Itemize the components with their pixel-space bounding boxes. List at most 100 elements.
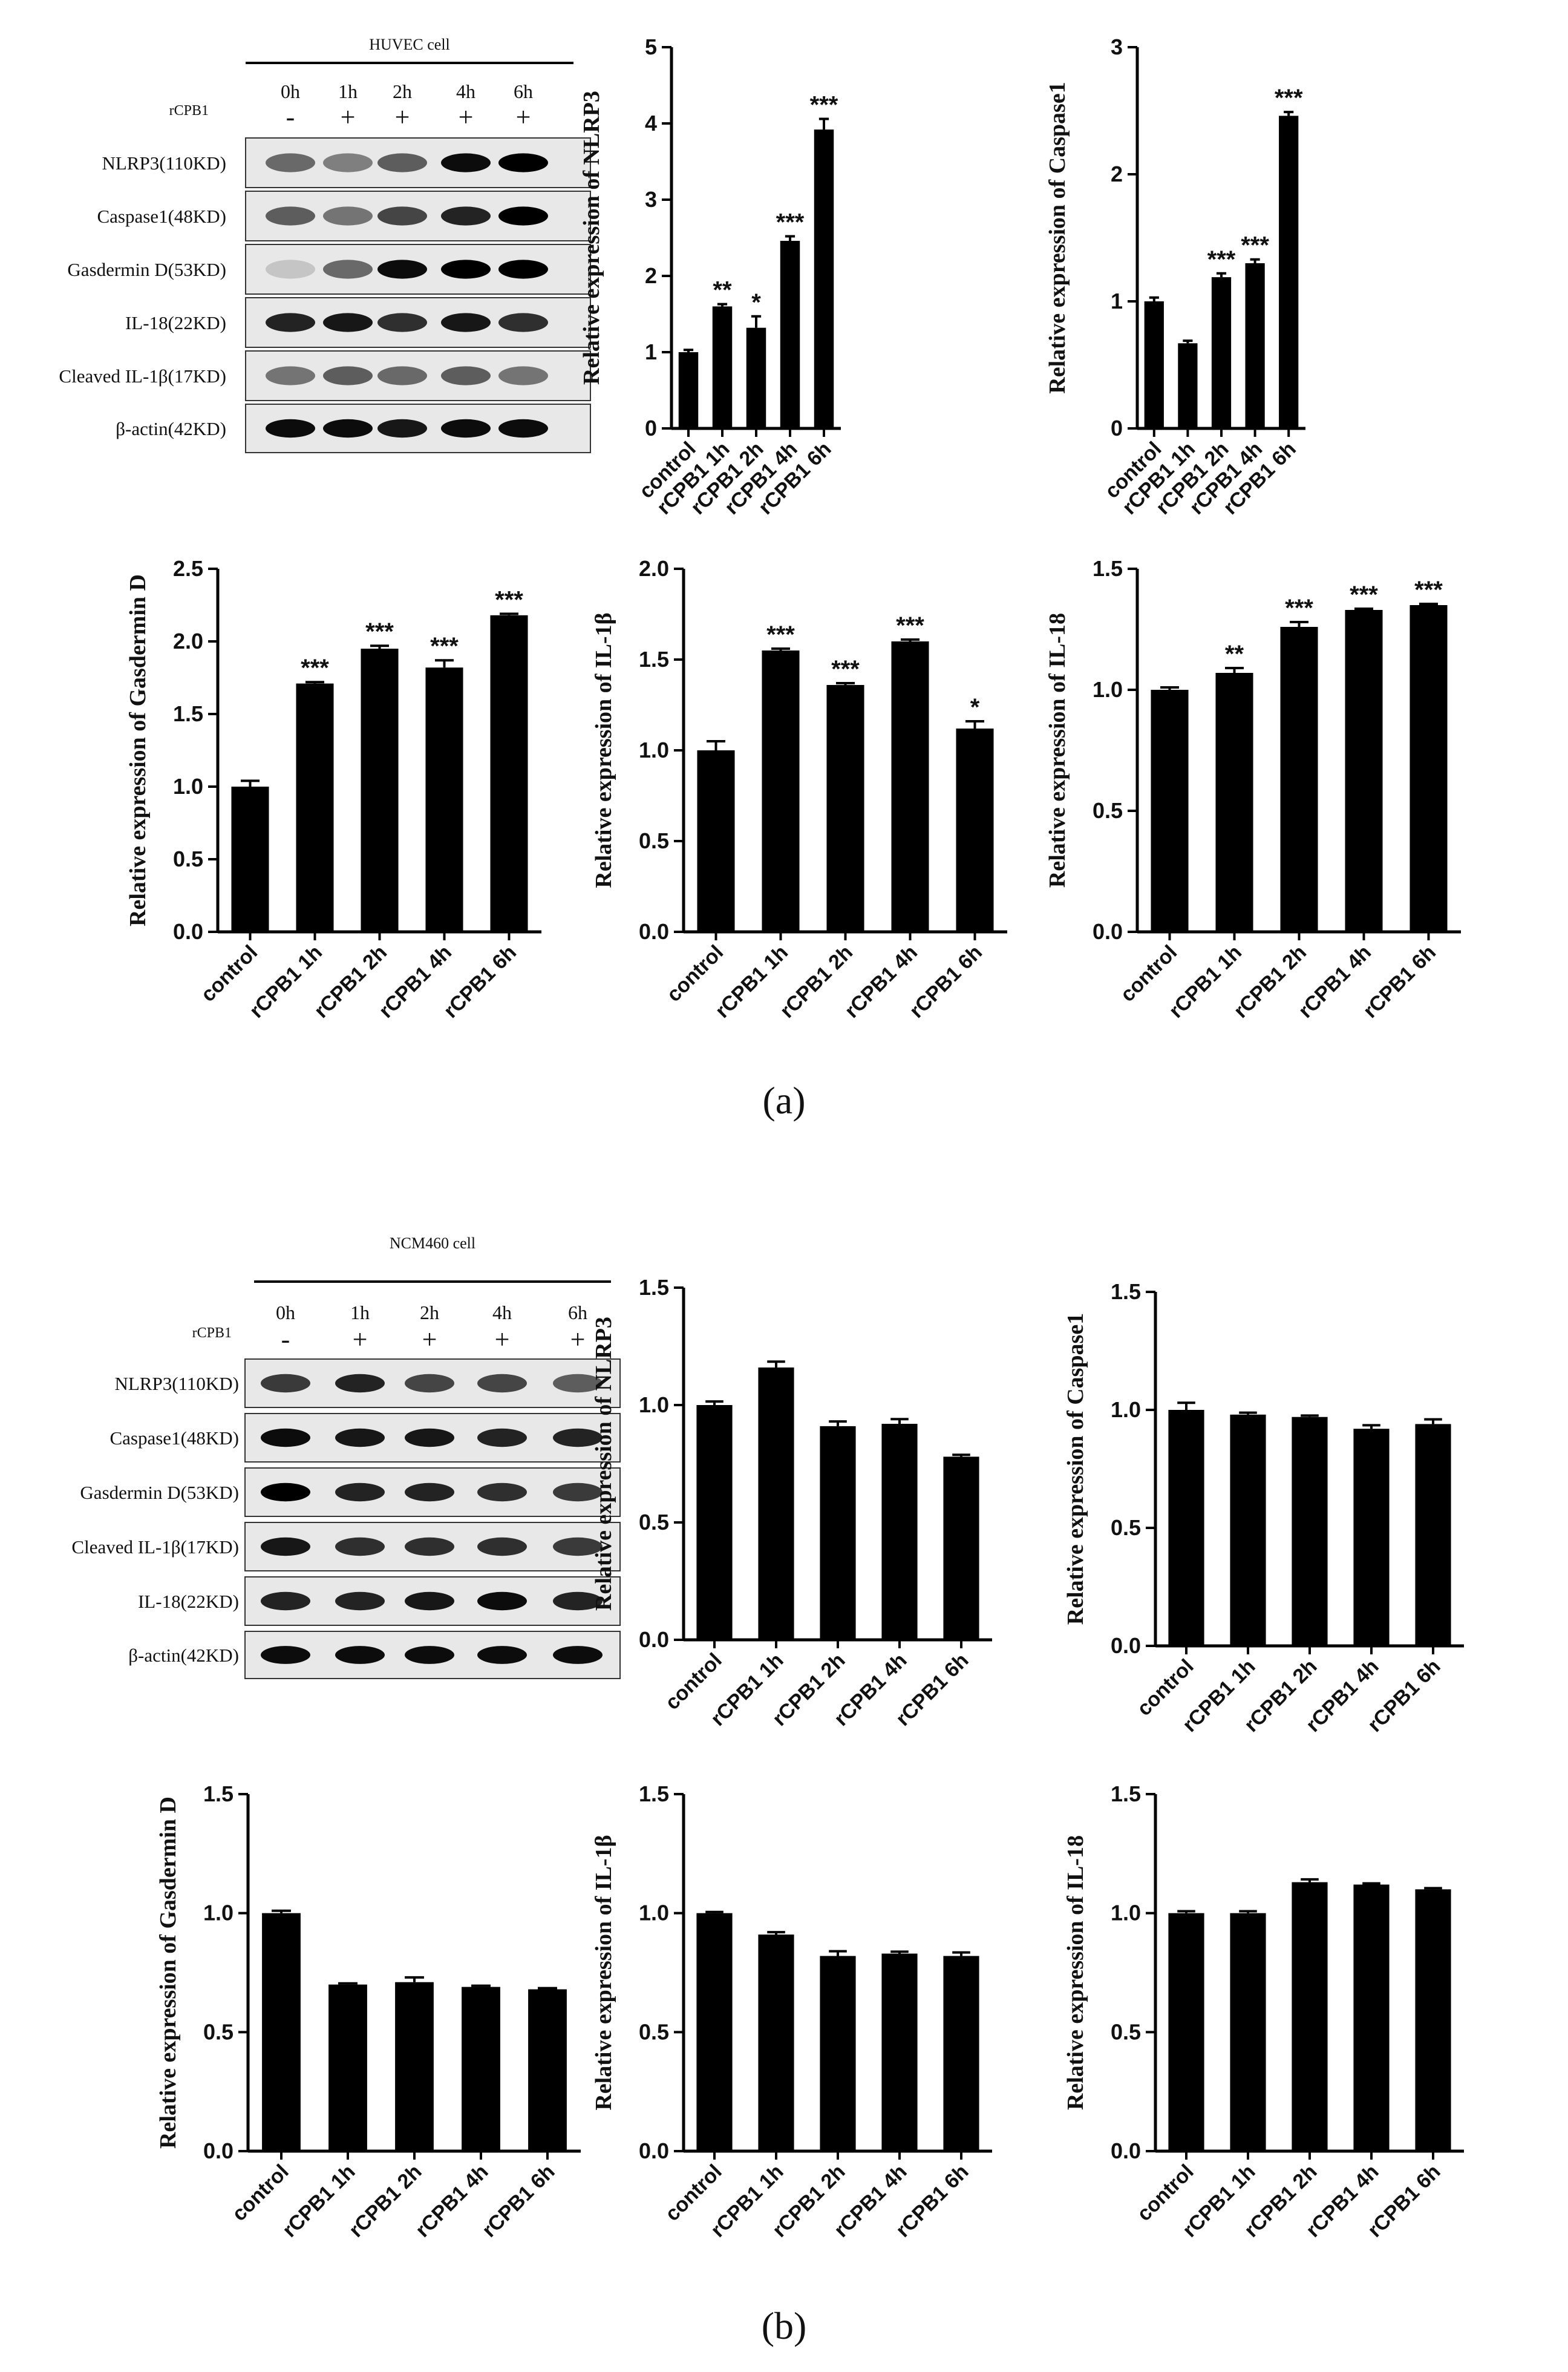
bar	[462, 1987, 500, 2151]
blot-treatment-mark: -	[281, 1325, 290, 1354]
bar	[1215, 673, 1253, 932]
bar	[697, 750, 735, 932]
significance-marker: ***	[1350, 582, 1378, 608]
significance-marker: ***	[1275, 85, 1303, 111]
y-tick-label: 1	[1111, 289, 1123, 313]
blot-row-label: NLRP3(110KD)	[114, 1373, 239, 1394]
y-tick-label: 0.0	[173, 919, 203, 944]
y-tick-label: 0.5	[1111, 2019, 1141, 2044]
bar	[528, 1989, 567, 2151]
x-tick-label: control	[227, 2160, 293, 2226]
bar	[712, 306, 733, 428]
bar	[1345, 610, 1383, 932]
bar	[943, 1456, 979, 1640]
y-tick-label: 0.0	[639, 2138, 669, 2163]
bar-chart-5: 0.0 0.5 1.0 1.5 Relative expression of NLRP3…	[591, 1275, 992, 1731]
y-tick-label: 5	[645, 34, 657, 59]
significance-marker: **	[1225, 641, 1244, 667]
blot-band	[405, 1591, 454, 1611]
y-tick-label: 0.5	[639, 1510, 669, 1535]
blot-band	[377, 260, 427, 279]
blot-cell-label: NCM460 cell	[390, 1234, 475, 1252]
blot-band	[441, 153, 491, 172]
bar	[758, 1935, 794, 2151]
y-tick-label: 0.0	[203, 2138, 234, 2163]
y-tick-label: 0.5	[173, 847, 203, 871]
blot-band	[498, 206, 548, 226]
significance-marker: ***	[430, 633, 459, 660]
blot-row-label: Gasdermin D(53KD)	[80, 1482, 239, 1503]
significance-marker: ***	[301, 655, 329, 681]
blot-row-label: β-actin(42KD)	[116, 418, 226, 439]
blot-band	[405, 1374, 454, 1393]
blot-time-label: 6h	[514, 80, 533, 102]
bar	[762, 650, 800, 932]
blot-row-label: NLRP3(110KD)	[102, 152, 226, 174]
panel-caption: (b)	[762, 2304, 807, 2347]
x-tick-label: rCPB1 6h	[478, 2160, 560, 2242]
bar	[1245, 263, 1265, 428]
blot-time-label: 0h	[281, 80, 300, 102]
bar	[296, 683, 334, 932]
blot-band	[323, 419, 373, 438]
bar	[696, 1405, 733, 1640]
bar-chart-4: 0.0 0.5 1.0 1.5 Relative expression of IL-18…	[1045, 556, 1461, 1023]
blot-band	[266, 366, 315, 385]
blot-time-label: 1h	[350, 1302, 370, 1323]
blot-cell-label: HUVEC cell	[369, 36, 450, 53]
blot-treatment-mark: +	[395, 102, 410, 132]
bar	[1353, 1884, 1390, 2151]
y-tick-label: 2.5	[173, 556, 203, 581]
y-tick-label: 3	[645, 187, 657, 212]
blot-row-label: Cleaved IL-1β(17KD)	[71, 1536, 239, 1558]
x-tick-label: rCPB1 2h	[345, 2160, 426, 2242]
blot-band	[441, 419, 491, 438]
y-tick-label: 0.0	[1093, 919, 1123, 944]
blot-band	[405, 1428, 454, 1447]
y-tick-label: 1.0	[639, 1901, 669, 1925]
x-tick-label: rCPB1 1h	[278, 2160, 360, 2242]
blot-band	[477, 1646, 527, 1664]
x-tick-label: control	[662, 941, 728, 1006]
y-tick-label: 1.0	[173, 774, 203, 799]
blot-treatment-mark: +	[495, 1325, 510, 1354]
bar	[1230, 1913, 1266, 2151]
bar	[820, 1426, 856, 1640]
blot-band	[377, 313, 427, 332]
bar	[1144, 301, 1164, 428]
blot-band	[377, 206, 427, 226]
bar	[1168, 1913, 1204, 2151]
bar	[1280, 627, 1318, 932]
blot-band	[323, 153, 373, 172]
blot-band	[405, 1646, 454, 1664]
bar	[490, 615, 528, 932]
blot-band	[266, 313, 315, 332]
bar-chart-3: 0.0 0.5 1.0 1.5 2.0 Relative expression of IL…	[591, 556, 1007, 1023]
blot-row-label: IL-18(22KD)	[125, 312, 226, 333]
y-tick-label: 0	[1111, 416, 1123, 441]
significance-marker: ***	[1241, 232, 1269, 259]
y-axis-label: Relative expression of IL-18	[1045, 613, 1070, 888]
y-tick-label: 0.5	[203, 2019, 234, 2044]
bar-chart-7: 0.0 0.5 1.0 1.5 Relative expression of Gasde…	[155, 1781, 581, 2242]
y-tick-label: 1.5	[1111, 1781, 1141, 1806]
blot-band	[553, 1482, 603, 1502]
blot-band	[261, 1428, 310, 1447]
blot-band	[441, 313, 491, 332]
y-tick-label: 1.5	[1111, 1279, 1141, 1304]
bar	[826, 685, 864, 932]
y-axis-label: Relative expression of IL-18	[1063, 1835, 1088, 2110]
bar	[814, 129, 834, 428]
bar	[758, 1367, 794, 1640]
blot-band	[553, 1591, 603, 1611]
blot-band	[377, 366, 427, 385]
y-tick-label: 2.0	[173, 629, 203, 654]
y-tick-label: 3	[1111, 34, 1123, 59]
y-tick-label: 0.5	[1111, 1515, 1141, 1540]
significance-marker: ***	[365, 618, 394, 645]
blot-row-label: Caspase1(48KD)	[97, 206, 226, 227]
blot-band	[441, 206, 491, 226]
blot-row-label: Gasdermin D(53KD)	[67, 259, 226, 280]
blot-band	[335, 1646, 385, 1664]
